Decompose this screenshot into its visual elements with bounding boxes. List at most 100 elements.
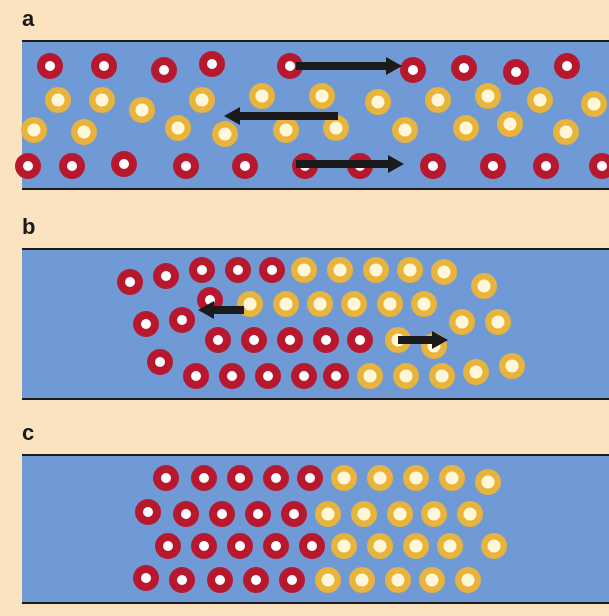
red-ring-particle [169, 567, 195, 593]
yellow-ring-particle [481, 533, 507, 559]
red-ring-particle [400, 57, 426, 83]
yellow-ring-particle [45, 87, 71, 113]
red-ring-particle [59, 153, 85, 179]
panel-label-a: a [22, 6, 35, 31]
yellow-ring-particle [367, 533, 393, 559]
yellow-ring-particle [323, 115, 349, 141]
red-ring-particle [153, 263, 179, 289]
red-ring-particle [199, 51, 225, 77]
yellow-ring-particle [485, 309, 511, 335]
yellow-ring-particle [365, 89, 391, 115]
panel-label-b: b [22, 214, 36, 239]
yellow-ring-particle [453, 115, 479, 141]
yellow-ring-particle [377, 291, 403, 317]
red-ring-particle [299, 533, 325, 559]
yellow-ring-particle [475, 83, 501, 109]
red-ring-particle [255, 363, 281, 389]
yellow-ring-particle [212, 121, 238, 147]
red-ring-particle [503, 59, 529, 85]
yellow-ring-particle [403, 465, 429, 491]
yellow-ring-particle [475, 469, 501, 495]
yellow-ring-particle [315, 501, 341, 527]
red-ring-particle [169, 307, 195, 333]
yellow-ring-particle [367, 465, 393, 491]
yellow-ring-particle [71, 119, 97, 145]
yellow-ring-particle [403, 533, 429, 559]
arrow-left [224, 107, 338, 125]
red-ring-particle [420, 153, 446, 179]
red-ring-particle [15, 153, 41, 179]
yellow-ring-particle [129, 97, 155, 123]
red-ring-particle [91, 53, 117, 79]
red-ring-particle [155, 533, 181, 559]
red-ring-particle [133, 565, 159, 591]
yellow-ring-particle [341, 291, 367, 317]
red-ring-particle [117, 269, 143, 295]
red-ring-particle [263, 533, 289, 559]
yellow-ring-particle [291, 257, 317, 283]
yellow-ring-particle [273, 117, 299, 143]
panel-label-c: c [22, 420, 35, 445]
yellow-ring-particle [189, 87, 215, 113]
red-ring-particle [151, 57, 177, 83]
yellow-ring-particle [21, 117, 47, 143]
yellow-ring-particle [471, 273, 497, 299]
yellow-ring-particle [437, 533, 463, 559]
red-ring-particle [347, 327, 373, 353]
yellow-ring-particle [273, 291, 299, 317]
yellow-ring-particle [457, 501, 483, 527]
yellow-ring-particle [439, 465, 465, 491]
red-ring-particle [232, 153, 258, 179]
red-ring-particle [297, 465, 323, 491]
red-ring-particle [451, 55, 477, 81]
red-ring-particle [209, 501, 235, 527]
yellow-ring-particle [553, 119, 579, 145]
red-ring-particle [313, 327, 339, 353]
yellow-ring-particle [411, 291, 437, 317]
red-ring-particle [291, 363, 317, 389]
yellow-ring-particle [431, 259, 457, 285]
yellow-ring-particle [392, 117, 418, 143]
arrow-right [296, 155, 404, 173]
yellow-ring-particle [249, 83, 275, 109]
yellow-ring-particle [425, 87, 451, 113]
red-ring-particle [153, 465, 179, 491]
red-ring-particle [37, 53, 63, 79]
red-ring-particle [191, 533, 217, 559]
red-ring-particle [533, 153, 559, 179]
yellow-ring-particle [165, 115, 191, 141]
red-ring-particle [480, 153, 506, 179]
yellow-ring-particle [419, 567, 445, 593]
red-ring-particle [263, 465, 289, 491]
arrow-left [198, 301, 244, 319]
yellow-ring-particle [581, 91, 607, 117]
yellow-ring-particle [357, 363, 383, 389]
arrow-right [398, 331, 448, 349]
red-ring-particle [191, 465, 217, 491]
red-ring-particle [227, 465, 253, 491]
arrow-right [296, 57, 402, 75]
yellow-ring-particle [327, 257, 353, 283]
red-ring-particle [323, 363, 349, 389]
yellow-ring-particle [421, 501, 447, 527]
yellow-ring-particle [455, 567, 481, 593]
yellow-ring-particle [363, 257, 389, 283]
yellow-ring-particle [315, 567, 341, 593]
yellow-ring-particle [331, 533, 357, 559]
red-ring-particle [259, 257, 285, 283]
yellow-ring-particle [307, 291, 333, 317]
red-ring-particle [207, 567, 233, 593]
yellow-ring-particle [497, 111, 523, 137]
red-ring-particle [277, 53, 303, 79]
yellow-ring-particle [351, 501, 377, 527]
red-ring-particle [554, 53, 580, 79]
yellow-ring-particle [429, 363, 455, 389]
red-ring-particle [173, 501, 199, 527]
red-ring-particle [111, 151, 137, 177]
yellow-ring-particle [349, 567, 375, 593]
yellow-ring-particle [393, 363, 419, 389]
yellow-ring-particle [499, 353, 525, 379]
red-ring-particle [133, 311, 159, 337]
